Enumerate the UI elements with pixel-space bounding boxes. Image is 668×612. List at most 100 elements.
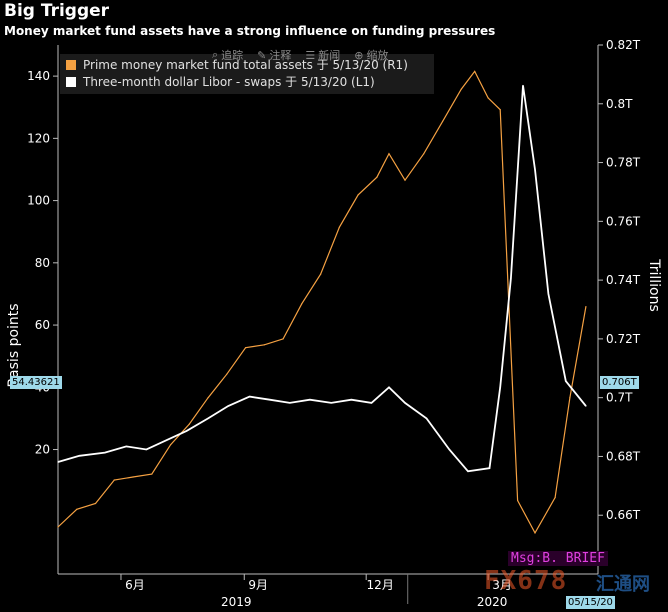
right-value-tag: 0.706T [600,376,639,389]
y-left-tick-label: 20 [35,443,50,457]
toolbar-news-label: 新闻 [318,49,341,62]
news-icon: ☰ [305,48,316,62]
data-point-prime [301,303,303,305]
data-point-prime [207,397,209,399]
y-left-tick-label: 60 [35,318,50,332]
y-right-tick-label: 0.82T [606,38,641,52]
annotate-icon: ✎ [257,48,267,62]
date-tag: 05/15/20 [566,596,615,609]
toolbar-track-button[interactable]: ⌕ 追踪 [212,47,243,63]
watermark-text-cn: 汇通网 [596,574,650,595]
data-point-prime [388,153,390,155]
data-point-prime [320,273,322,275]
x-tick-label: 6月 [125,578,145,592]
chart-subtitle: Money market fund assets have a strong i… [4,24,496,38]
data-point-prime [376,176,378,178]
data-point-prime [282,338,284,340]
y-right-axis-title: Trillions [646,258,662,312]
legend-label-prime: Prime money market fund total assets 于 5… [83,58,408,72]
y-right-tick-label: 0.78T [606,156,641,170]
data-point-prime [585,305,587,308]
data-point-prime [113,479,115,481]
data-point-prime [226,373,228,375]
data-point-libor [78,455,81,457]
data-point-prime [474,70,476,73]
data-point-libor [534,168,536,171]
data-point-libor [448,448,450,451]
data-point-libor [289,402,291,404]
data-point-prime [487,97,489,99]
data-point-prime [94,502,97,505]
toolbar-news-button[interactable]: ☰ 新闻 [305,47,340,63]
left-value-tag: 54.43621 [10,376,62,389]
data-point-libor [165,439,168,441]
data-point-libor [547,293,550,295]
msg-brief-tag: Msg:B. BRIEF [508,551,608,566]
data-point-libor [565,380,567,382]
x-year-label: 2019 [221,595,252,609]
search-icon: ⌕ [212,48,219,61]
data-point-libor [488,467,491,469]
data-point-libor [522,84,524,87]
toolbar-zoom-button[interactable]: ⊕ 缩放 [354,47,388,63]
legend-item-prime: Prime money market fund total assets 于 5… [60,56,434,73]
data-point-libor [467,470,469,472]
data-point-libor [227,405,229,407]
data-point-libor [330,402,332,404]
data-point-libor [404,402,406,404]
data-point-libor [186,430,188,432]
data-point-libor [104,452,106,454]
data-point-prime [188,423,190,425]
data-point-libor [309,399,311,401]
data-point-prime [534,532,536,534]
toolbar-zoom-label: 缩放 [366,49,389,62]
legend-item-libor: Three-month dollar Libor - swaps 于 5/13/… [60,73,434,90]
data-point-libor [388,386,390,388]
data-point-prime [423,153,425,155]
data-point-libor [207,417,209,420]
y-right-tick-label: 0.68T [606,449,641,463]
chart-legend: Prime money market fund total assets 于 5… [60,54,434,94]
data-point-prime [169,444,172,446]
series-line-libor-swaps [57,85,587,473]
x-year-label: 2020 [477,595,508,609]
y-left-tick-label: 80 [35,256,50,270]
data-point-libor [249,396,251,398]
data-point-libor [350,399,353,401]
data-point-prime [263,344,265,346]
data-point-libor [57,461,59,463]
y-right-tick-label: 0.8T [606,97,633,111]
toolbar-track-label: 追踪 [221,49,244,62]
y-right-tick-label: 0.76T [606,214,641,228]
data-point-prime [404,179,406,181]
data-point-prime [132,476,134,478]
chart-title: Big Trigger [4,1,110,21]
data-point-libor [585,405,587,407]
data-point-libor [370,402,373,404]
data-point-prime [338,226,340,228]
data-point-prime [569,397,571,399]
data-point-prime [460,88,462,90]
y-left-axis-title: Basis points [6,303,22,387]
watermark-text: FX678 [484,566,568,596]
y-right-tick-label: 0.66T [606,508,641,522]
data-point-prime [57,526,59,528]
data-point-prime [499,109,501,111]
data-point-libor [145,448,148,451]
data-point-libor [125,445,127,448]
chart-toolbar: ⌕ 追踪 ✎ 注释 ☰ 新闻 ⊕ 缩放 [212,46,388,64]
data-point-prime [517,499,519,502]
toolbar-annotate-button[interactable]: ✎ 注释 [257,47,291,63]
y-left-tick-label: 140 [27,69,50,83]
data-point-prime [76,508,78,510]
y-right-tick-label: 0.74T [606,273,641,287]
data-point-libor [269,399,271,401]
y-left-tick-label: 100 [27,194,50,208]
data-point-prime [151,473,153,475]
data-point-libor [425,417,428,420]
data-point-libor [499,386,501,388]
y-right-tick-label: 0.72T [606,332,641,346]
data-point-libor [510,277,512,279]
legend-swatch-libor [66,76,76,87]
